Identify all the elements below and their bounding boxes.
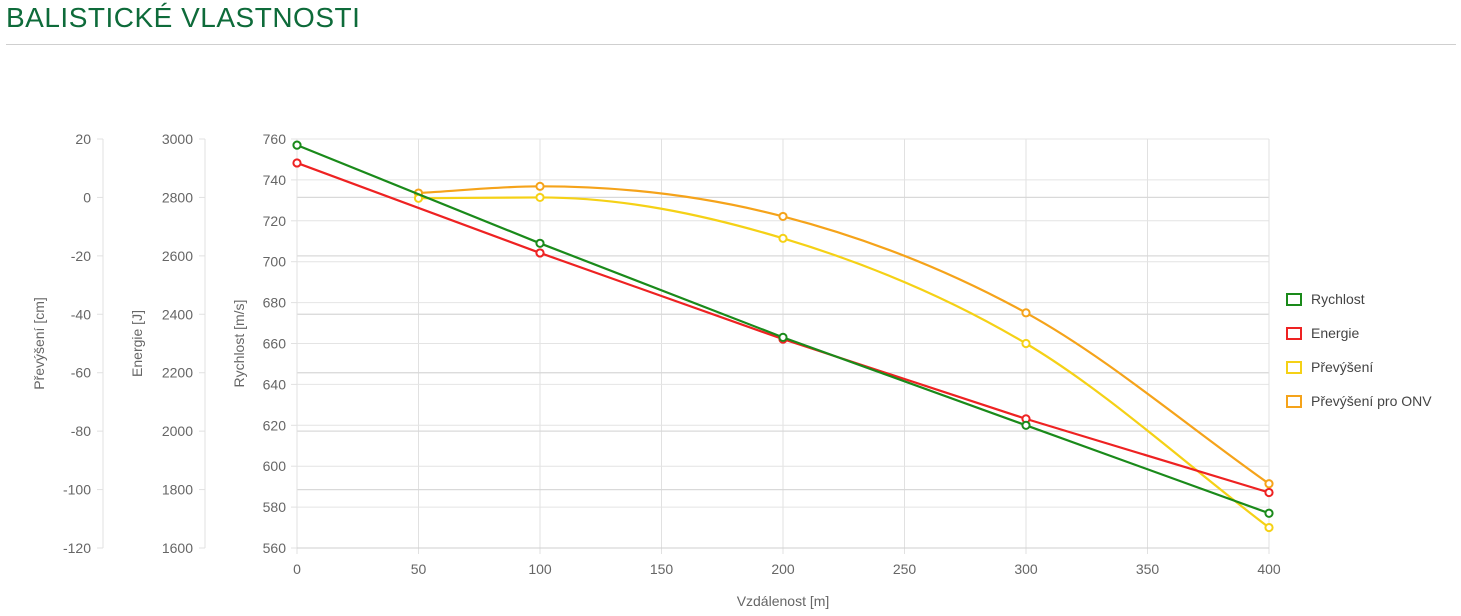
- data-point-rychlost: [778, 332, 788, 342]
- energie-tick-label: 2400: [162, 306, 193, 322]
- prevyseni-tick-label: -80: [71, 423, 91, 439]
- prevyseni-tick-label: 20: [75, 131, 91, 147]
- prevyseni-axis-title: Převýšení [cm]: [31, 297, 47, 390]
- x-tick-label: 0: [293, 561, 301, 577]
- page-title: BALISTICKÉ VLASTNOSTI: [6, 2, 361, 33]
- data-point-prevyseni: [535, 192, 545, 203]
- energie-tick-label: 2600: [162, 248, 193, 264]
- legend-item-rychlost[interactable]: Rychlost: [1286, 282, 1432, 316]
- prevyseni-tick-label: -100: [63, 482, 91, 498]
- energie-tick-label: 1800: [162, 482, 193, 498]
- rychlost-tick-label: 660: [263, 336, 287, 352]
- rychlost-tick-label: 720: [263, 213, 287, 229]
- prevyseni-tick-label: -40: [71, 306, 91, 322]
- prevyseni-tick-label: 0: [83, 189, 91, 205]
- rychlost-axis-title: Rychlost [m/s]: [231, 300, 247, 388]
- rychlost-tick-label: 700: [263, 254, 287, 270]
- legend-swatch-prevyseni: [1286, 360, 1302, 374]
- legend-swatch-energie: [1286, 326, 1302, 340]
- series-line-prevyseni: [418, 196, 1270, 529]
- data-point-energie: [1264, 487, 1274, 498]
- data-point-rychlost: [1264, 508, 1274, 518]
- data-point-rychlost: [535, 238, 545, 248]
- rychlost-tick-label: 580: [263, 499, 287, 515]
- data-point-prevyseni: [1021, 338, 1031, 349]
- chart-legend: Rychlost Energie Převýšení Převýšení pro…: [1286, 282, 1432, 418]
- x-tick-label: 300: [1014, 561, 1038, 577]
- data-point-rychlost: [1021, 420, 1031, 430]
- rychlost-tick-label: 640: [263, 376, 287, 392]
- legend-item-energie[interactable]: Energie: [1286, 316, 1432, 350]
- rychlost-tick-label: 600: [263, 458, 287, 474]
- rychlost-tick-label: 620: [263, 417, 287, 433]
- x-tick-label: 350: [1136, 561, 1160, 577]
- data-point-prevyseni-pro-onv: [1264, 479, 1274, 489]
- rychlost-tick-label: 760: [263, 131, 287, 147]
- legend-item-prevyseni[interactable]: Převýšení: [1286, 350, 1432, 384]
- prevyseni-tick-label: -20: [71, 248, 91, 264]
- data-point-prevyseni-pro-onv: [778, 211, 788, 222]
- rychlost-tick-label: 560: [263, 540, 287, 556]
- data-point-energie: [535, 248, 545, 258]
- energie-axis-title: Energie [J]: [129, 310, 145, 377]
- energie-tick-label: 3000: [162, 131, 193, 147]
- data-point-prevyseni-pro-onv: [1021, 308, 1031, 318]
- data-point-energie: [292, 158, 302, 168]
- x-tick-label: 250: [893, 561, 917, 577]
- data-point-rychlost: [292, 140, 302, 150]
- title-divider: [6, 44, 1456, 45]
- x-tick-label: 150: [650, 561, 674, 577]
- legend-swatch-prevyseni-onv: [1286, 394, 1302, 408]
- legend-swatch-rychlost: [1286, 292, 1302, 306]
- legend-label: Rychlost: [1311, 291, 1365, 307]
- energie-tick-label: 1600: [162, 540, 193, 556]
- legend-label: Převýšení pro ONV: [1311, 393, 1432, 409]
- energie-tick-label: 2000: [162, 423, 193, 439]
- data-point-prevyseni: [1264, 522, 1274, 533]
- legend-item-prevyseni-onv[interactable]: Převýšení pro ONV: [1286, 384, 1432, 418]
- rychlost-tick-label: 680: [263, 295, 287, 311]
- legend-label: Energie: [1311, 325, 1360, 341]
- data-point-prevyseni: [778, 233, 788, 243]
- energie-tick-label: 2800: [162, 189, 193, 205]
- x-tick-label: 50: [411, 561, 427, 577]
- x-tick-label: 200: [771, 561, 795, 577]
- data-point-prevyseni-pro-onv: [535, 181, 545, 191]
- x-tick-label: 400: [1257, 561, 1281, 577]
- prevyseni-tick-label: -60: [71, 365, 91, 381]
- legend-label: Převýšení: [1311, 359, 1374, 375]
- x-tick-label: 100: [528, 561, 552, 577]
- energie-tick-label: 2200: [162, 365, 193, 381]
- series-line-prevyseni-pro-onv: [418, 185, 1270, 485]
- prevyseni-tick-label: -120: [63, 540, 91, 556]
- x-axis-title: Vzdálenost [m]: [737, 593, 830, 609]
- rychlost-tick-label: 740: [263, 172, 287, 188]
